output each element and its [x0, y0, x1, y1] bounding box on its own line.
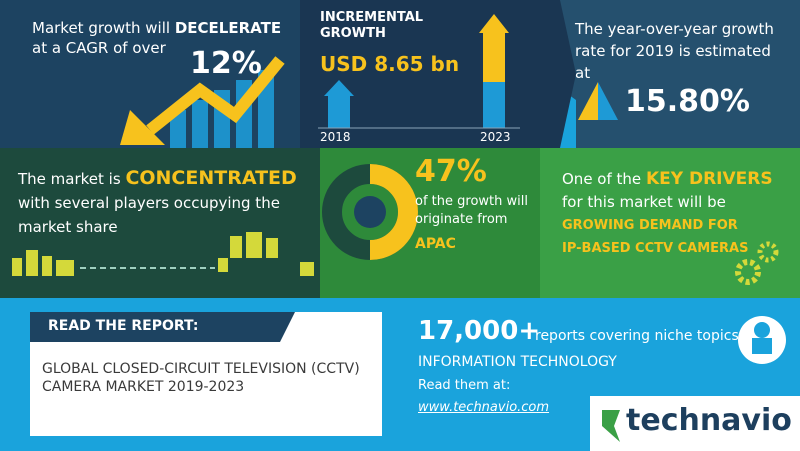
promo-count-text: reports covering niche topics — [535, 328, 739, 344]
incremental-value: USD 8.65 bn — [320, 52, 460, 76]
growth-tail: at a CAGR of over — [32, 39, 166, 57]
concentration-text: The market is CONCENTRATED with several p… — [18, 166, 298, 239]
concentration-tail: with several players occupying the marke… — [18, 194, 280, 236]
yoy-text: The year-over-year growth rate for 2019 … — [575, 20, 774, 82]
yoy-value: 15.80% — [625, 84, 750, 119]
incremental-label: INCREMENTAL GROWTH — [320, 10, 424, 41]
promo-count: 17,000+ — [418, 316, 541, 346]
growth-lead: Market growth will — [32, 19, 171, 37]
drivers-tail: for this market will be — [562, 193, 726, 211]
drivers-lead: One of the — [562, 170, 642, 188]
growth-text: Market growth will DECELERATE at a CAGR o… — [32, 18, 282, 58]
promo-cta: Read them at: — [418, 378, 511, 393]
promo-url[interactable]: www.technavio.com — [418, 400, 550, 415]
region-text: of the growth will originate from — [415, 194, 528, 227]
promo-category: INFORMATION TECHNOLOGY — [418, 354, 617, 370]
end-year: 2023 — [480, 130, 511, 144]
brand-logo: technavio — [626, 403, 792, 438]
region-value: 47% — [415, 154, 487, 189]
concentration-emphasis: CONCENTRATED — [125, 167, 297, 189]
concentration-lead: The market is — [18, 170, 121, 188]
growth-emphasis: DECELERATE — [174, 19, 282, 37]
report-heading: READ THE REPORT: — [48, 318, 199, 334]
report-title: GLOBAL CLOSED-CIRCUIT TELEVISION (CCTV) … — [42, 361, 360, 395]
drivers-driver: GROWING DEMAND FOR IP-BASED CCTV CAMERAS — [562, 218, 749, 256]
drivers-text: One of the KEY DRIVERS for this market wi… — [562, 168, 792, 260]
region-name: APAC — [415, 236, 456, 252]
drivers-emphasis: KEY DRIVERS — [645, 169, 773, 189]
start-year: 2018 — [320, 130, 351, 144]
growth-value: 12% — [190, 46, 262, 81]
